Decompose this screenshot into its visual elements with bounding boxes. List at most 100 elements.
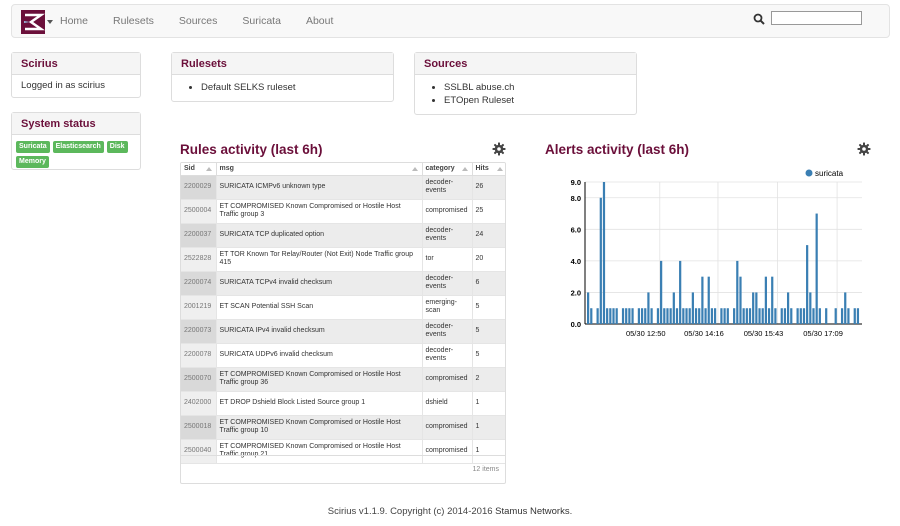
table-row[interactable]: 2200078 SURICATA UDPv6 invalid checksum de… <box>181 343 505 368</box>
rulesets-list-body: Default SELKS ruleset <box>172 75 393 100</box>
cell-hits: 2 <box>472 367 505 392</box>
cell-sid[interactable]: 2500070 <box>181 367 217 392</box>
system-status-title: System status <box>12 113 140 135</box>
y-tick-label: 2.0 <box>571 288 581 297</box>
cell-category: compromised <box>422 367 473 392</box>
cell-sid[interactable]: 2522828 <box>181 247 217 272</box>
bar <box>790 308 793 324</box>
column-header-hits[interactable]: Hits <box>472 163 505 176</box>
bar <box>682 308 685 324</box>
gear-icon[interactable] <box>492 142 506 156</box>
table-row[interactable]: 2001219 ET SCAN Potential SSH Scan emergin… <box>181 295 505 320</box>
cell-sid[interactable]: 2500004 <box>181 199 217 224</box>
brand-menu[interactable] <box>21 10 53 34</box>
table-row[interactable]: 2200037 SURICATA TCP duplicated option dec… <box>181 223 505 248</box>
table-row[interactable]: 2200073 SURICATA IPv4 invalid checksum dec… <box>181 319 505 344</box>
bar <box>733 308 736 324</box>
cell-hits: 6 <box>472 271 505 296</box>
column-header-hits-label: Hits <box>475 165 489 173</box>
table-row[interactable]: 2500070 ET COMPROMISED Known Compromised … <box>181 367 505 392</box>
x-tick-label: 05/30 14:16 <box>684 329 724 338</box>
column-header-category[interactable]: category <box>422 163 473 176</box>
bar <box>818 308 821 324</box>
bar <box>596 308 599 324</box>
rulesets-panel-title: Rulesets <box>172 53 393 75</box>
cell-sid[interactable]: 2001219 <box>181 295 217 320</box>
bar <box>825 308 828 324</box>
status-badge-memory: Memory <box>16 156 49 168</box>
cell-hits: 5 <box>472 343 505 368</box>
gear-icon[interactable] <box>857 142 871 156</box>
cell-msg: SURICATA TCPv4 invalid checksum <box>216 271 423 296</box>
table-row[interactable]: 2200029 SURICATA ICMPv6 unknown type decod… <box>181 175 505 200</box>
table-row[interactable]: 2522828 ET TOR Known Tor Relay/Router (No… <box>181 247 505 272</box>
footer-end: . <box>569 506 573 517</box>
bar <box>625 308 628 324</box>
column-header-msg-label: msg <box>219 165 234 173</box>
navbar: Home Rulesets Sources Suricata About <box>11 4 890 38</box>
cell-sid[interactable]: 2200073 <box>181 319 217 344</box>
bar <box>748 308 752 324</box>
search-input[interactable] <box>771 11 862 25</box>
cell-hits: 5 <box>472 319 505 344</box>
table-row[interactable]: 2402000 ET DROP Dshield Block Listed Sour… <box>181 391 505 416</box>
bar <box>637 308 641 324</box>
bar <box>796 308 799 324</box>
table-item-count: 12 items <box>181 455 505 483</box>
status-badge-elasticsearch: Elasticsearch <box>52 141 104 153</box>
bar <box>809 292 812 324</box>
column-header-category-label: category <box>425 165 455 173</box>
nav-about[interactable]: About <box>305 15 334 27</box>
table-row[interactable]: 2200074 SURICATA TCPv4 invalid checksum de… <box>181 271 505 296</box>
bar <box>669 308 672 324</box>
cell-hits: 5 <box>472 295 505 320</box>
cell-sid[interactable]: 2200037 <box>181 223 217 248</box>
cell-hits: 1 <box>472 391 505 416</box>
bar <box>656 308 660 324</box>
scirius-panel: Scirius Logged in as scirius <box>11 52 141 98</box>
sources-list-body: SSLBL abuse.ch ETOpen Ruleset <box>415 75 636 113</box>
cell-sid[interactable]: 2200029 <box>181 175 217 200</box>
bar <box>694 308 698 324</box>
bar <box>698 308 701 324</box>
status-badges: Suricata Elasticsearch Disk Memory <box>12 135 140 174</box>
cell-sid[interactable]: 2500040 <box>181 439 217 464</box>
search-icon[interactable] <box>753 13 765 25</box>
y-tick-label: 8.0 <box>571 194 581 203</box>
cell-sid[interactable]: 2402000 <box>181 391 217 416</box>
cell-sid[interactable]: 2200078 <box>181 343 217 368</box>
cell-sid[interactable]: 2200074 <box>181 271 217 296</box>
cell-category: decoder-events <box>422 319 473 344</box>
bar <box>650 308 653 324</box>
source-item[interactable]: ETOpen Ruleset <box>444 94 627 107</box>
table-row[interactable]: 2500004 ET COMPROMISED Known Compromised … <box>181 199 505 224</box>
source-item[interactable]: SSLBL abuse.ch <box>444 81 627 94</box>
bar <box>834 308 837 324</box>
logged-in-text: Logged in as scirius <box>12 75 140 96</box>
bar <box>666 308 669 324</box>
bar <box>672 292 675 324</box>
ruleset-item[interactable]: Default SELKS ruleset <box>201 81 384 94</box>
cell-category: dshield <box>422 391 473 416</box>
rules-activity-title: Rules activity (last 6h) <box>180 142 323 157</box>
bar <box>628 308 631 324</box>
bar <box>844 292 847 324</box>
cell-msg: ET COMPROMISED Known Compromised or Host… <box>216 415 423 440</box>
nav-suricata[interactable]: Suricata <box>242 15 281 27</box>
column-header-sid[interactable]: Sid <box>181 163 217 176</box>
table-row[interactable]: 2500018 ET COMPROMISED Known Compromised … <box>181 415 505 440</box>
table-row[interactable]: 2500040 ET COMPROMISED Known Compromised … <box>181 439 505 464</box>
bar <box>587 292 590 324</box>
nav-sources[interactable]: Sources <box>178 15 218 27</box>
cell-msg: SURICATA ICMPv6 unknown type <box>216 175 423 200</box>
column-header-msg[interactable]: msg <box>216 163 423 176</box>
cell-category: decoder-events <box>422 343 473 368</box>
cell-sid[interactable]: 2500018 <box>181 415 217 440</box>
nav-home[interactable]: Home <box>60 15 89 27</box>
footer-link[interactable]: Stamus Networks <box>495 506 570 517</box>
bar <box>675 308 679 324</box>
nav-rulesets[interactable]: Rulesets <box>113 15 154 27</box>
bar <box>606 308 609 324</box>
legend-marker <box>805 169 813 177</box>
bar <box>640 308 644 324</box>
